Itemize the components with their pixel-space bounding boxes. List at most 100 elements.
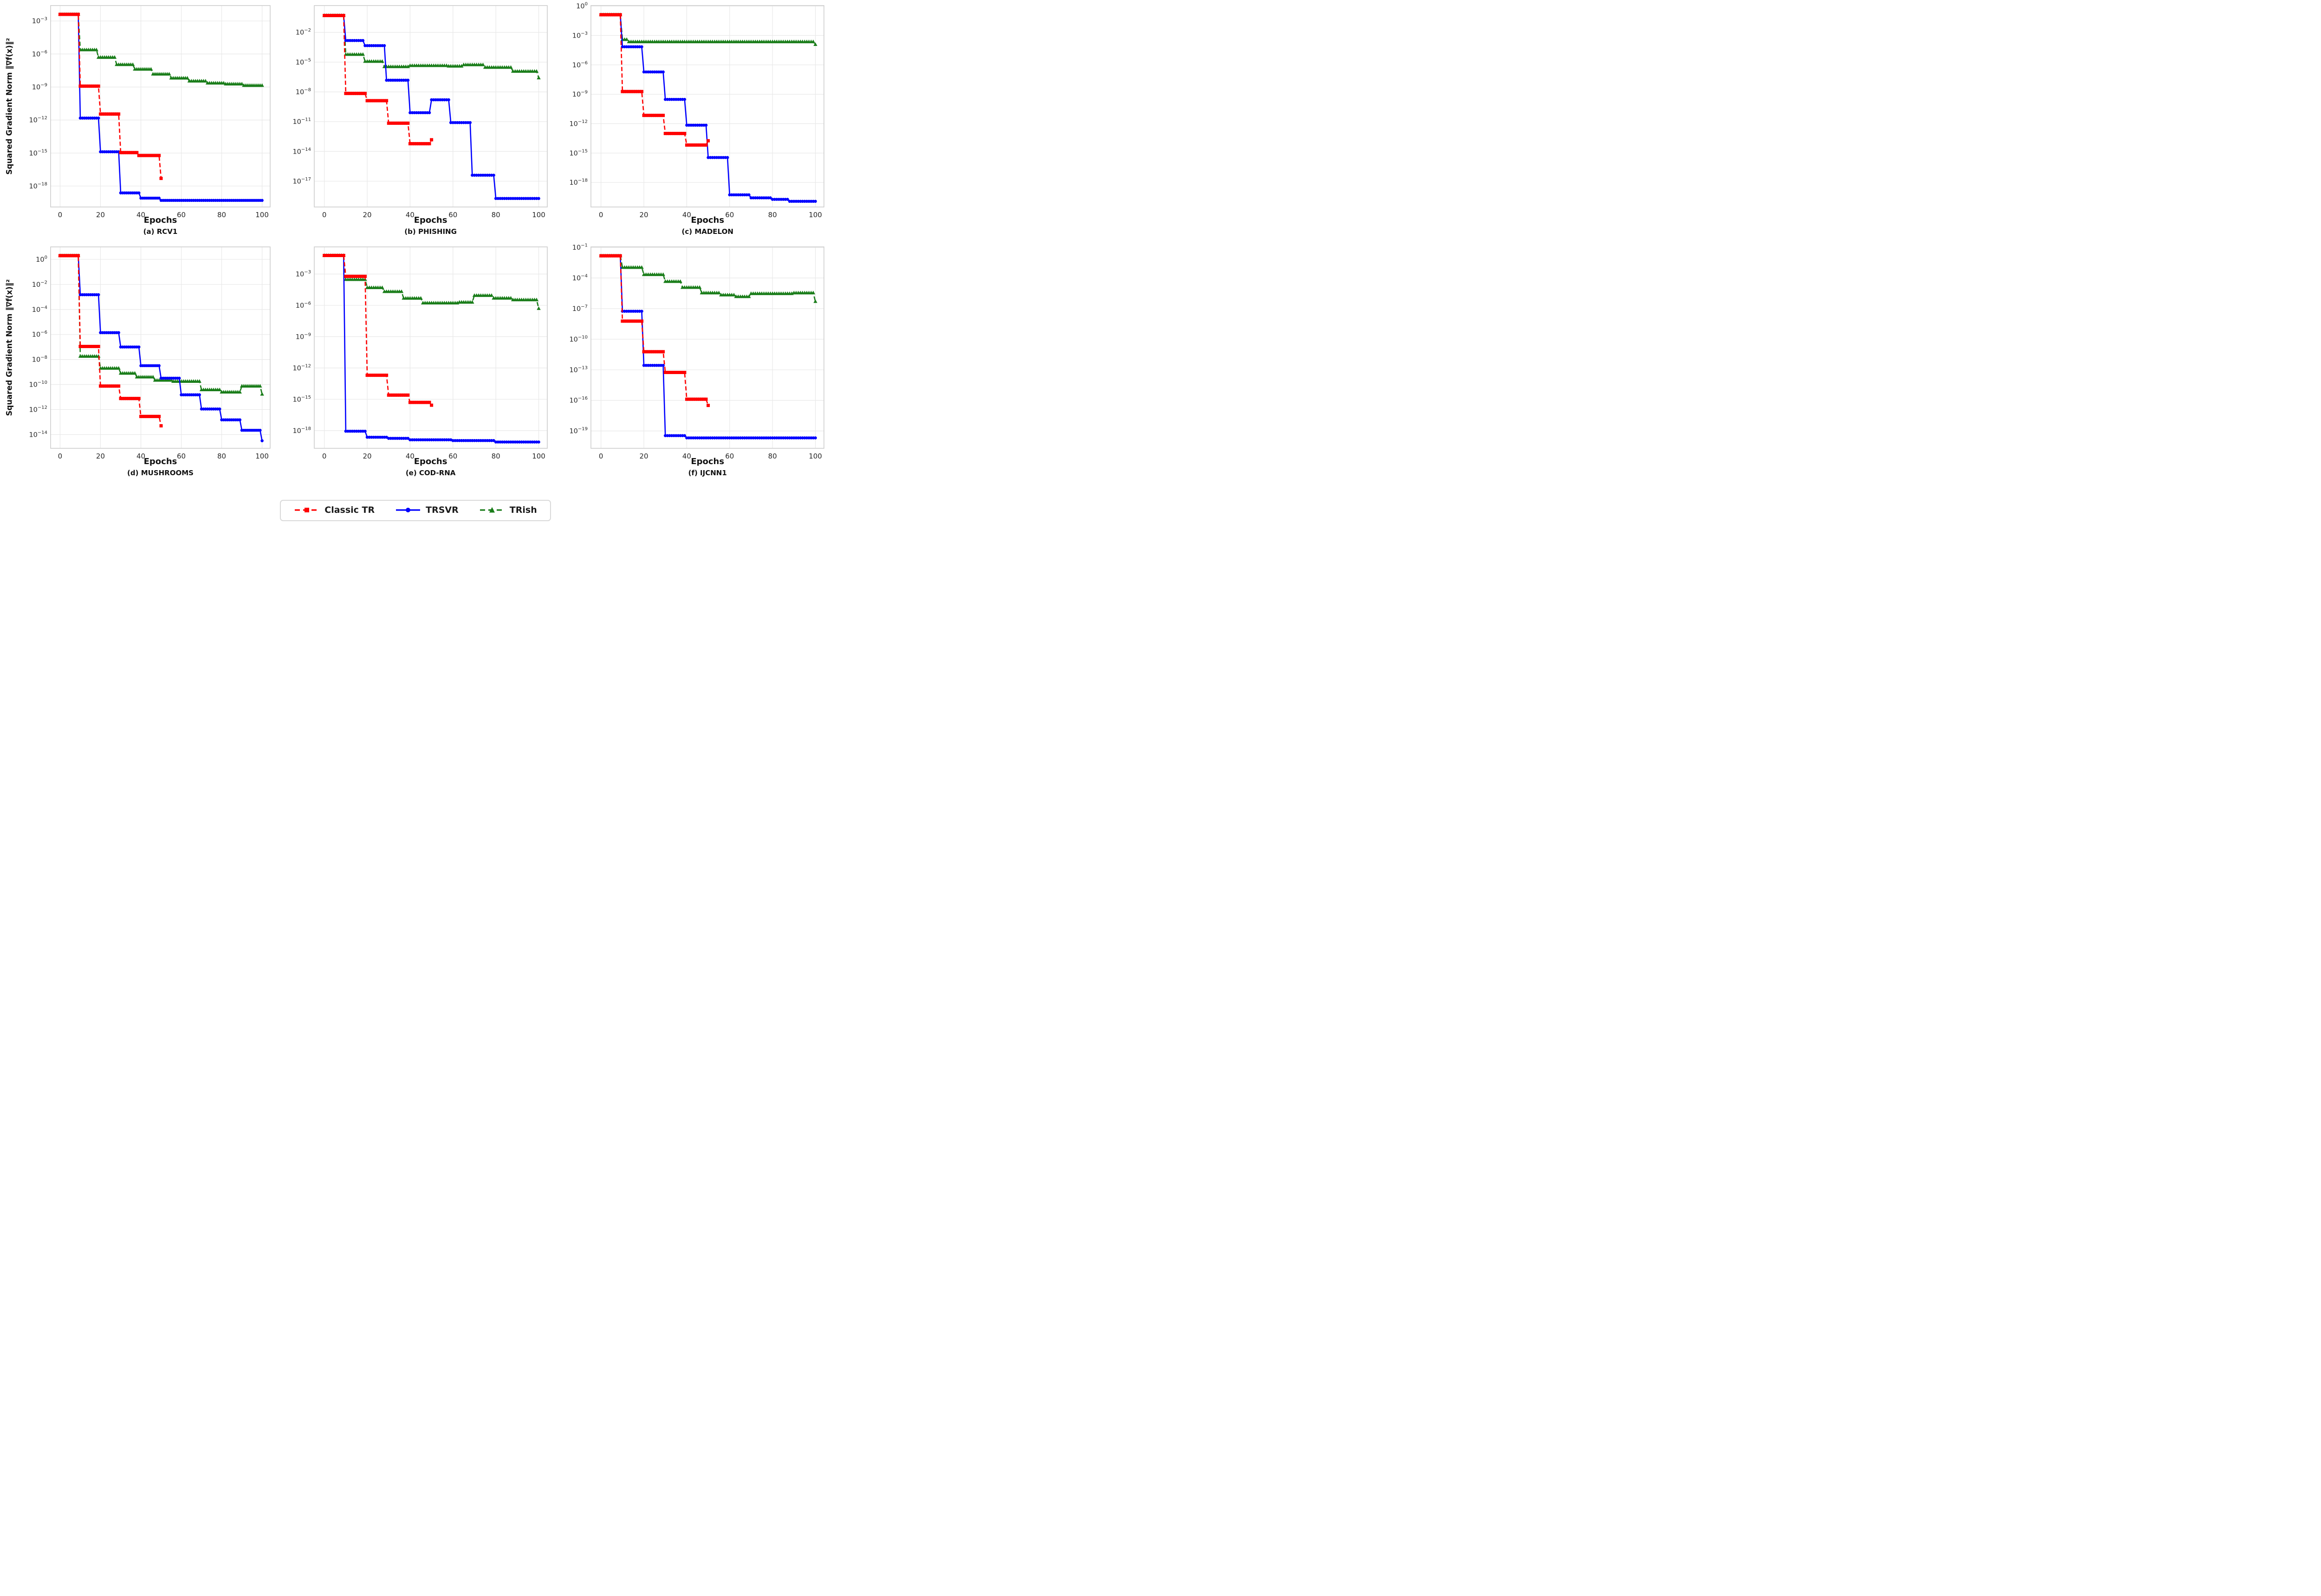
marker-square — [614, 13, 618, 17]
marker-square — [378, 374, 382, 377]
marker-circle — [797, 436, 800, 439]
marker-square — [65, 254, 68, 258]
marker-circle — [634, 310, 637, 313]
marker-square — [103, 112, 106, 116]
marker-circle — [775, 436, 778, 439]
marker-triangle — [221, 81, 226, 85]
marker-circle — [464, 439, 467, 442]
series-markers — [599, 254, 710, 407]
marker-square — [145, 414, 149, 418]
marker-square — [133, 397, 136, 401]
marker-square — [417, 401, 421, 404]
marker-circle — [457, 439, 461, 442]
marker-circle — [769, 436, 772, 439]
marker-circle — [792, 200, 796, 203]
marker-circle — [417, 111, 420, 115]
svg-text:10−18: 10−18 — [29, 181, 47, 190]
marker-circle — [365, 435, 369, 439]
marker-square — [661, 114, 665, 117]
chart-cod-rna: 0 20 40 60 80 100 10−3 10−6 10−9 10−12 10−15 10−18 — [292, 246, 548, 460]
series-trsvr — [322, 254, 540, 444]
svg-text:0: 0 — [58, 452, 63, 460]
marker-circle — [513, 440, 517, 444]
marker-circle — [782, 436, 785, 439]
panel-rcv1: 0 20 40 60 80 100 10−3 10−6 10−9 10−12 10−15 10−18 … — [0, 0, 277, 241]
marker-circle — [374, 435, 377, 439]
marker-circle — [640, 45, 643, 49]
marker-square — [417, 142, 421, 146]
marker-circle — [389, 437, 392, 440]
svg-text:40: 40 — [682, 452, 691, 460]
marker-square — [638, 90, 642, 93]
marker-triangle — [508, 296, 513, 300]
marker-circle — [769, 196, 772, 200]
marker-triangle — [94, 47, 98, 52]
marker-square — [408, 142, 412, 146]
marker-square — [143, 414, 147, 418]
marker-square — [327, 13, 331, 17]
marker-circle — [532, 440, 536, 444]
marker-circle — [466, 439, 470, 442]
marker-circle — [636, 45, 639, 49]
marker-circle — [451, 439, 454, 442]
plot-border — [590, 5, 824, 207]
marker-circle — [672, 434, 676, 437]
marker-circle — [410, 438, 414, 441]
svg-text:100: 100 — [576, 2, 588, 11]
marker-square — [157, 154, 161, 157]
marker-circle — [758, 196, 761, 200]
marker-circle — [260, 199, 264, 202]
marker-square — [111, 384, 115, 388]
marker-circle — [524, 197, 527, 200]
marker-circle — [700, 436, 704, 439]
marker-circle — [470, 174, 474, 177]
marker-circle — [745, 436, 749, 439]
marker-square — [355, 91, 358, 95]
svg-text:10−6: 10−6 — [32, 50, 47, 58]
marker-circle — [462, 439, 465, 442]
marker-circle — [378, 44, 382, 47]
marker-square — [425, 401, 429, 404]
marker-square — [376, 374, 380, 377]
marker-triangle — [534, 297, 538, 302]
marker-circle — [629, 310, 633, 313]
marker-square — [83, 345, 86, 349]
marker-circle — [801, 436, 804, 439]
marker-square — [653, 114, 656, 117]
marker-square — [91, 84, 94, 88]
marker-square — [657, 114, 661, 117]
marker-square — [359, 91, 363, 95]
marker-circle — [455, 121, 459, 124]
marker-circle — [374, 44, 377, 47]
marker-square — [391, 121, 395, 125]
marker-circle — [801, 200, 804, 203]
marker-circle — [747, 193, 751, 197]
svg-text:10−14: 10−14 — [292, 147, 311, 156]
marker-circle — [526, 440, 530, 444]
marker-circle — [794, 436, 798, 439]
plot-border — [50, 246, 271, 449]
y-axis-label: Squared Gradient Norm ‖∇f(x)‖² — [5, 279, 14, 416]
marker-circle — [370, 435, 373, 439]
marker-circle — [771, 436, 774, 439]
marker-circle — [651, 70, 655, 74]
marker-square — [387, 121, 390, 125]
legend-item-trsvr: TRSVR — [395, 505, 459, 515]
series-markers — [599, 13, 817, 203]
marker-square — [408, 401, 412, 404]
marker-circle — [348, 429, 352, 433]
marker-circle — [412, 438, 416, 441]
marker-circle — [794, 200, 798, 203]
svg-text:20: 20 — [96, 452, 105, 460]
marker-circle — [380, 44, 384, 47]
panel-ijcnn1: 0 20 40 60 80 100 10−1 10−4 10−7 10−10 10−13 10−16 1… — [554, 241, 831, 484]
svg-text:10−4: 10−4 — [572, 274, 588, 283]
marker-triangle — [406, 65, 410, 68]
marker-square — [84, 345, 88, 349]
marker-circle — [387, 437, 390, 440]
marker-circle — [681, 434, 684, 437]
marker-circle — [737, 436, 740, 439]
marker-square — [400, 393, 403, 397]
marker-square — [648, 350, 652, 354]
marker-square — [631, 90, 635, 93]
